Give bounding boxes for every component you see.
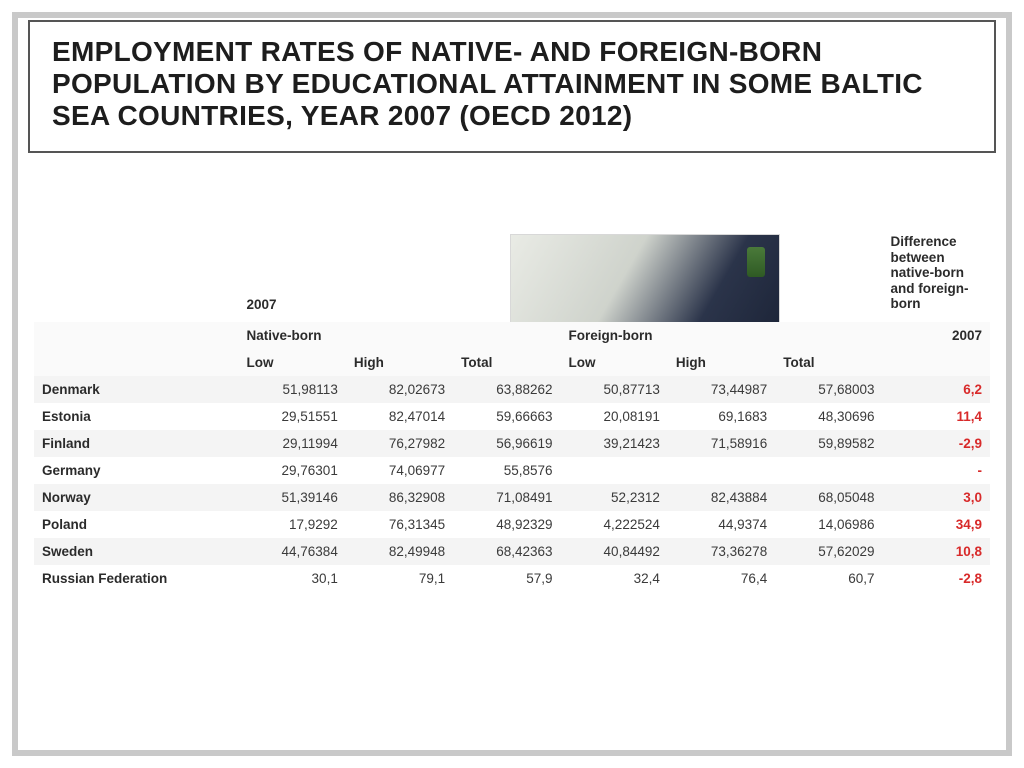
cell-foreign-total: 48,30696 (775, 403, 882, 430)
table-row: Estonia29,5155182,4701459,6666320,081916… (34, 403, 990, 430)
cell-foreign-low: 52,2312 (561, 484, 668, 511)
table-row: Denmark51,9811382,0267363,8826250,877137… (34, 376, 990, 403)
table-row: Norway51,3914686,3290871,0849152,231282,… (34, 484, 990, 511)
cell-foreign-high: 69,1683 (668, 403, 775, 430)
cell-native-low: 29,76301 (238, 457, 345, 484)
header-n-high: High (346, 349, 453, 376)
cell-country: Estonia (34, 403, 238, 430)
cell-native-low: 29,51551 (238, 403, 345, 430)
cell-foreign-high: 44,9374 (668, 511, 775, 538)
cell-native-low: 51,98113 (238, 376, 345, 403)
cell-foreign-low (561, 457, 668, 484)
cell-difference: -2,8 (883, 565, 990, 592)
cell-foreign-high: 71,58916 (668, 430, 775, 457)
header-empty (34, 230, 238, 322)
cell-native-high: 79,1 (346, 565, 453, 592)
header-f-low: Low (561, 349, 668, 376)
cell-foreign-high: 82,43884 (668, 484, 775, 511)
cell-native-low: 44,76384 (238, 538, 345, 565)
cell-native-high: 82,47014 (346, 403, 453, 430)
header-row-1: 2007 Difference between native-born and … (34, 230, 990, 322)
cell-country: Denmark (34, 376, 238, 403)
title-box: EMPLOYMENT RATES OF NATIVE- AND FOREIGN-… (28, 20, 996, 153)
employment-table: 2007 Difference between native-born and … (34, 230, 990, 592)
table-row: Finland29,1199476,2798256,9661939,214237… (34, 430, 990, 457)
cell-difference: - (883, 457, 990, 484)
header-difference: Difference between native-born and forei… (883, 230, 990, 322)
header-f-total: Total (775, 349, 882, 376)
cell-difference: 3,0 (883, 484, 990, 511)
cell-foreign-total: 60,7 (775, 565, 882, 592)
cell-foreign-low: 32,4 (561, 565, 668, 592)
cell-native-total: 55,8576 (453, 457, 560, 484)
cell-foreign-high: 73,36278 (668, 538, 775, 565)
cell-native-high: 74,06977 (346, 457, 453, 484)
cell-native-low: 29,11994 (238, 430, 345, 457)
data-table-container: 2007 Difference between native-born and … (34, 230, 990, 592)
table-body: Denmark51,9811382,0267363,8826250,877137… (34, 376, 990, 592)
header-row-2: Native-born Foreign-born 2007 (34, 322, 990, 349)
cell-native-high: 76,31345 (346, 511, 453, 538)
cell-country: Germany (34, 457, 238, 484)
cell-native-total: 71,08491 (453, 484, 560, 511)
cell-difference: 11,4 (883, 403, 990, 430)
cell-native-high: 86,32908 (346, 484, 453, 511)
cell-native-total: 68,42363 (453, 538, 560, 565)
cell-difference: 34,9 (883, 511, 990, 538)
table-row: Russian Federation30,179,157,932,476,460… (34, 565, 990, 592)
table-row: Poland17,929276,3134548,923294,22252444,… (34, 511, 990, 538)
cell-foreign-low: 50,87713 (561, 376, 668, 403)
header-photo-gap (561, 230, 883, 322)
cell-difference: -2,9 (883, 430, 990, 457)
cell-country: Finland (34, 430, 238, 457)
cell-native-total: 48,92329 (453, 511, 560, 538)
cell-country: Poland (34, 511, 238, 538)
header-f-high: High (668, 349, 775, 376)
cell-foreign-total: 14,06986 (775, 511, 882, 538)
header-year-right: 2007 (883, 322, 990, 349)
table-row: Germany29,7630174,0697755,8576 - (34, 457, 990, 484)
header-row-3: Low High Total Low High Total (34, 349, 990, 376)
cell-country: Russian Federation (34, 565, 238, 592)
cell-native-low: 51,39146 (238, 484, 345, 511)
cell-country: Norway (34, 484, 238, 511)
cell-native-total: 57,9 (453, 565, 560, 592)
cell-foreign-low: 39,21423 (561, 430, 668, 457)
cell-foreign-total: 59,89582 (775, 430, 882, 457)
header-foreign: Foreign-born (561, 322, 883, 349)
cell-foreign-low: 20,08191 (561, 403, 668, 430)
cell-native-low: 17,9292 (238, 511, 345, 538)
header-diff-empty (883, 349, 990, 376)
header-year: 2007 (238, 230, 560, 322)
cell-country: Sweden (34, 538, 238, 565)
cell-native-high: 76,27982 (346, 430, 453, 457)
cell-native-total: 56,96619 (453, 430, 560, 457)
header-empty2 (34, 322, 238, 349)
cell-foreign-low: 4,222524 (561, 511, 668, 538)
table-row: Sweden44,7638482,4994868,4236340,8449273… (34, 538, 990, 565)
cell-native-high: 82,49948 (346, 538, 453, 565)
cell-foreign-total: 68,05048 (775, 484, 882, 511)
header-native: Native-born (238, 322, 560, 349)
cell-native-high: 82,02673 (346, 376, 453, 403)
cell-difference: 6,2 (883, 376, 990, 403)
cell-native-total: 63,88262 (453, 376, 560, 403)
cell-foreign-high (668, 457, 775, 484)
header-empty3 (34, 349, 238, 376)
header-n-total: Total (453, 349, 560, 376)
cell-foreign-total: 57,62029 (775, 538, 882, 565)
cell-difference: 10,8 (883, 538, 990, 565)
cell-foreign-high: 76,4 (668, 565, 775, 592)
page-title: EMPLOYMENT RATES OF NATIVE- AND FOREIGN-… (52, 36, 972, 133)
cell-native-low: 30,1 (238, 565, 345, 592)
cell-native-total: 59,66663 (453, 403, 560, 430)
cell-foreign-low: 40,84492 (561, 538, 668, 565)
cell-foreign-total: 57,68003 (775, 376, 882, 403)
cell-foreign-high: 73,44987 (668, 376, 775, 403)
header-n-low: Low (238, 349, 345, 376)
cell-foreign-total (775, 457, 882, 484)
